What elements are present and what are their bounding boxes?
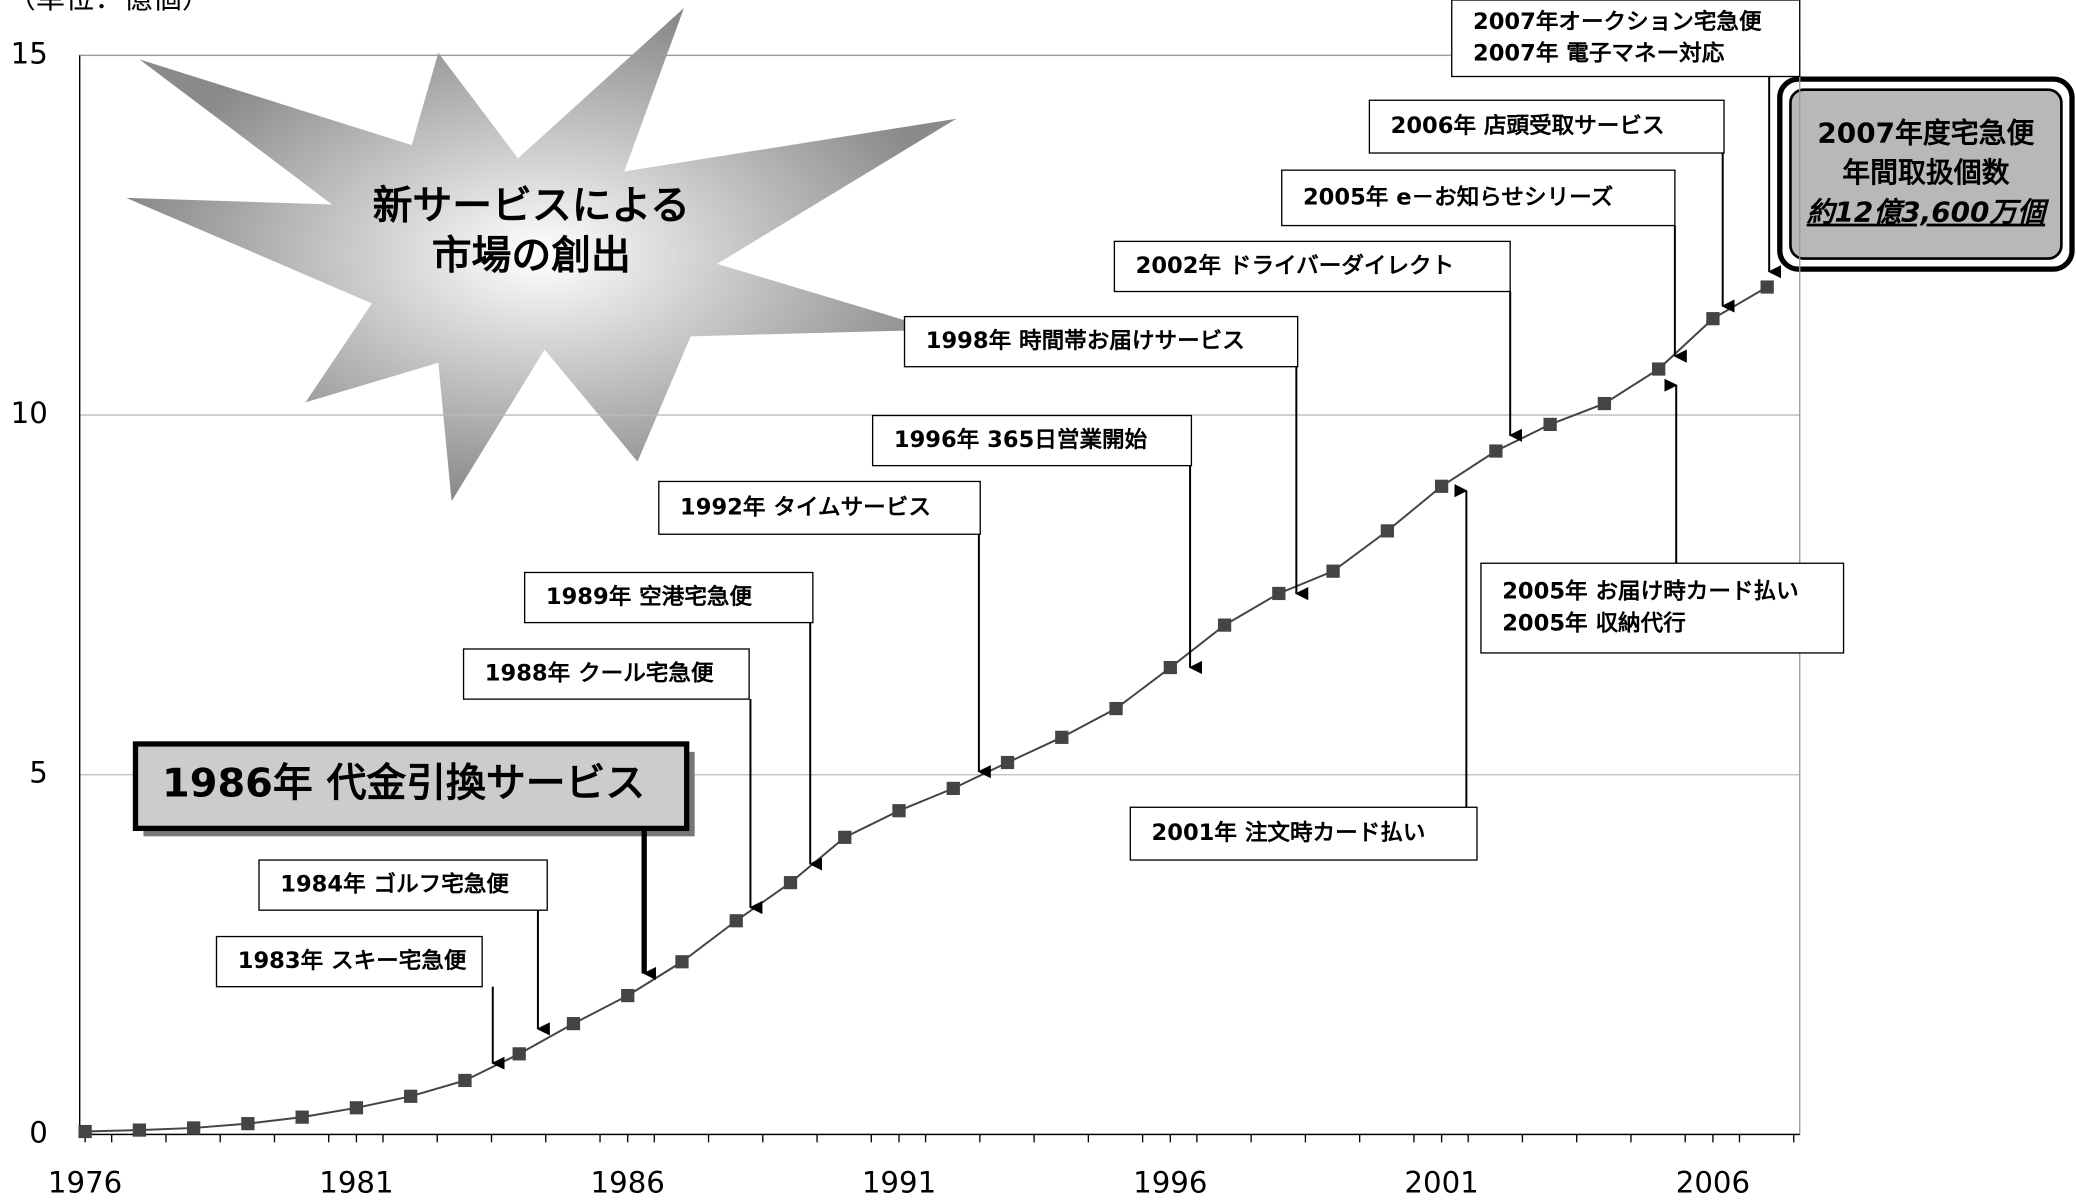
starburst <box>126 7 957 502</box>
y-axis-label: （単位：億個） <box>7 0 211 15</box>
marker <box>892 804 906 818</box>
marker <box>1217 618 1232 632</box>
x-tick-label: 1996 <box>1133 1166 1207 1200</box>
marker <box>186 1121 201 1135</box>
marker <box>349 1101 364 1115</box>
marker <box>1272 586 1286 601</box>
annotation-text: 1989年 空港宅急便 <box>546 583 753 610</box>
marker <box>1000 755 1015 770</box>
callout-text: 2007年度宅急便 <box>1817 117 2034 150</box>
marker <box>1380 524 1394 538</box>
annotation-text: 1988年 クール宅急便 <box>485 660 714 687</box>
y-tick-label: 5 <box>29 756 48 790</box>
marker <box>1163 660 1177 675</box>
y-tick-label: 15 <box>11 36 48 70</box>
callout-box <box>1789 88 2063 260</box>
x-tick-label: 1991 <box>862 1166 936 1200</box>
marker <box>295 1110 309 1124</box>
callout-text: 約12億3,600万個 <box>1807 196 2050 229</box>
callout-text: 年間取扱個数 <box>1842 156 2009 189</box>
x-tick-label: 2001 <box>1404 1166 1478 1200</box>
marker <box>783 876 798 890</box>
x-tick-label: 2006 <box>1676 1166 1750 1200</box>
annotation-text: 2001年 注文時カード払い <box>1152 819 1426 846</box>
marker <box>1489 444 1503 458</box>
annotation-box <box>1451 0 1801 78</box>
marker <box>621 988 635 1003</box>
starburst-text: 新サービスによる <box>373 183 690 229</box>
annotation-box <box>258 859 548 911</box>
marker <box>241 1117 255 1131</box>
x-tick-label: 1981 <box>319 1166 393 1200</box>
marker <box>1597 396 1612 411</box>
annotation-text: 2005年 お届け時カード払い <box>1502 578 1798 605</box>
y-tick-label: 10 <box>11 396 48 430</box>
marker <box>838 830 852 844</box>
annotation-text: 1996年 365日営業開始 <box>894 426 1148 453</box>
annotation-text: 2007年 電子マネー対応 <box>1473 40 1725 67</box>
annotation-box <box>871 414 1193 467</box>
marker <box>1326 564 1340 578</box>
annotation-box <box>462 648 750 700</box>
annotation-box <box>1480 562 1845 654</box>
annotation-box <box>903 315 1299 368</box>
annotation-box <box>215 935 483 988</box>
annotation-text: 2005年 e－お知らせシリーズ <box>1303 183 1614 210</box>
annotation-text: 1984年 ゴルフ宅急便 <box>280 871 509 898</box>
marker <box>1652 362 1666 376</box>
y-tick-label: 0 <box>29 1115 48 1149</box>
marker <box>1760 280 1774 294</box>
annotation-box <box>658 480 981 535</box>
annotation-box <box>1113 240 1511 293</box>
x-tick-label: 1976 <box>48 1166 122 1200</box>
annotation-text: 1998年 時間帯お届けサービス <box>926 327 1245 354</box>
annotation-text: 1992年 タイムサービス <box>680 493 931 520</box>
marker <box>1109 701 1123 716</box>
marker <box>566 1017 581 1031</box>
annotation-text: 2007年オークション宅急便 <box>1473 8 1762 35</box>
annotation-box <box>523 571 814 624</box>
annotation-box <box>1281 169 1676 227</box>
annotation-box <box>132 741 690 832</box>
annotation-text: 1986年 代金引換サービス <box>162 761 645 807</box>
annotation-text: 1983年 スキー宅急便 <box>238 947 467 974</box>
marker <box>1706 312 1720 326</box>
marker <box>1543 417 1557 432</box>
marker <box>1055 730 1069 744</box>
annotation-text: 2002年 ドライバーダイレクト <box>1136 252 1455 279</box>
marker <box>1434 479 1449 493</box>
marker <box>946 781 960 796</box>
annotation-text: 2006年 店頭受取サービス <box>1391 112 1665 139</box>
starburst-text: 市場の創出 <box>432 233 631 279</box>
marker <box>78 1124 92 1139</box>
marker <box>458 1073 472 1088</box>
annotation-box <box>1368 99 1725 154</box>
annotation-box <box>1129 806 1478 861</box>
marker <box>512 1047 526 1061</box>
marker <box>132 1123 147 1137</box>
marker <box>675 955 689 969</box>
annotation-text: 2005年 収納代行 <box>1502 609 1686 636</box>
marker <box>404 1089 418 1103</box>
line <box>85 286 1768 1133</box>
marker <box>729 914 743 928</box>
x-tick-label: 1986 <box>591 1166 665 1200</box>
